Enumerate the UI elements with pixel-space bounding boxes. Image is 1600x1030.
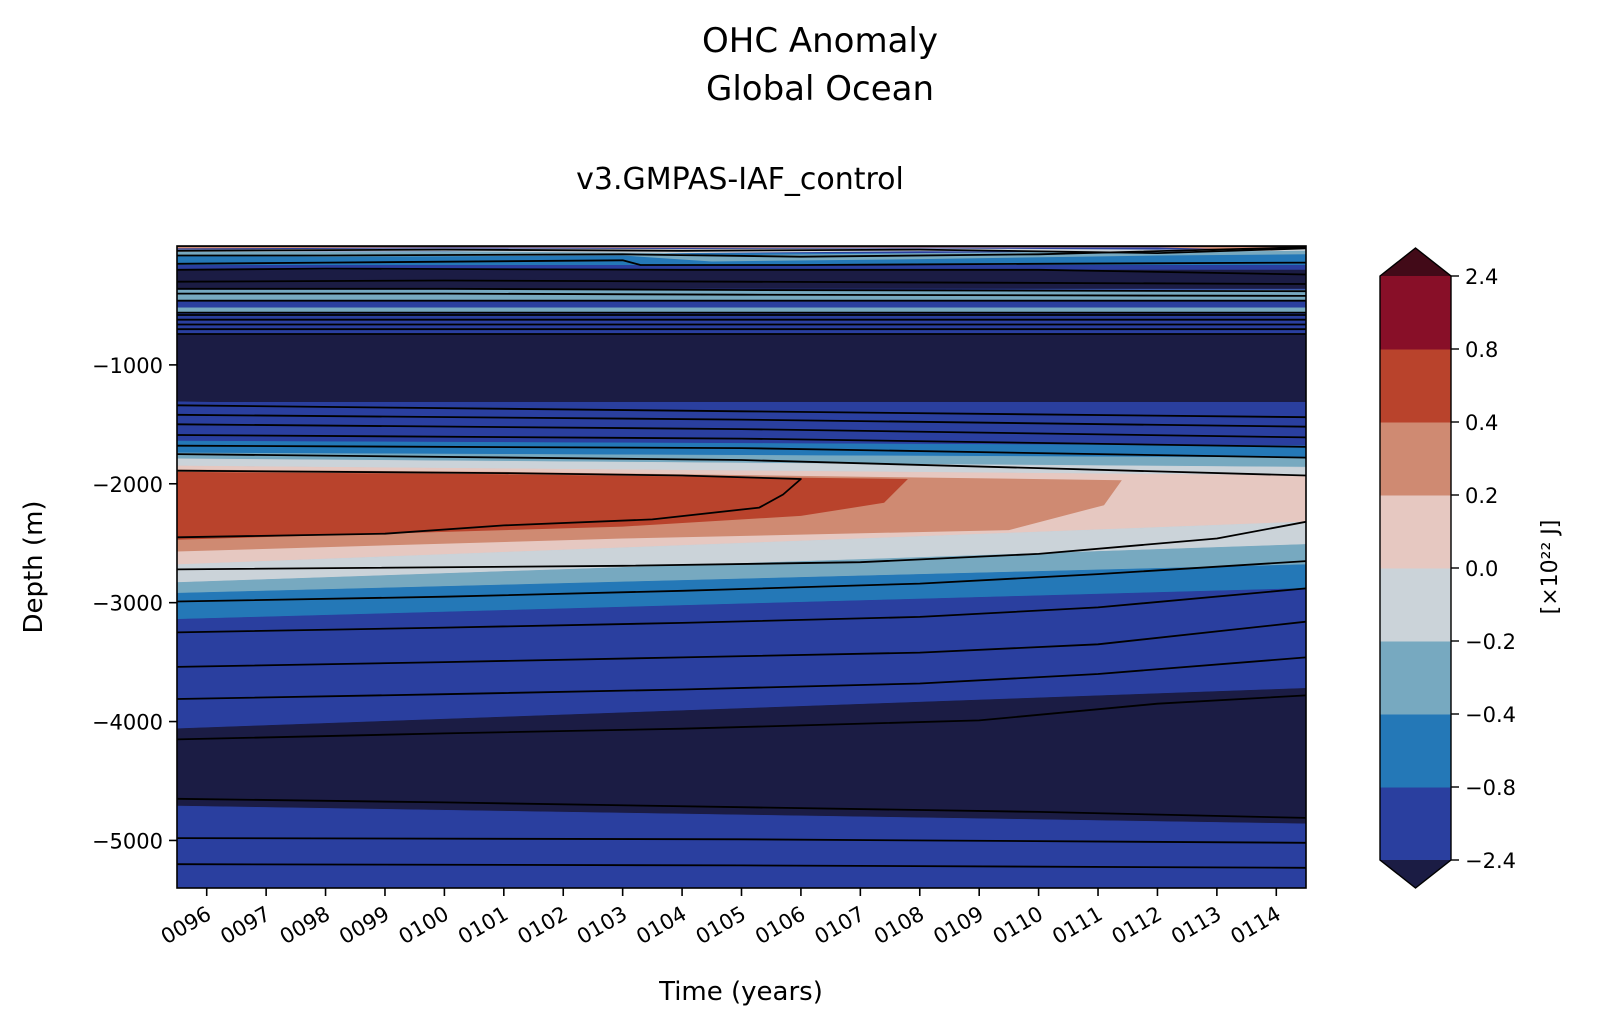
x-tick-label: 0108 xyxy=(870,902,928,950)
colorbar-segment xyxy=(1380,349,1451,423)
x-tick-label: 0101 xyxy=(454,902,512,950)
colorbar-segment xyxy=(1380,714,1451,788)
contour-line xyxy=(177,587,1306,634)
x-tick-label: 0114 xyxy=(1226,902,1284,950)
contour-line xyxy=(177,259,1306,266)
colorbar-tick-label: −0.4 xyxy=(1465,703,1516,727)
plot-area xyxy=(177,246,1306,888)
colorbar-tick-label: 0.0 xyxy=(1465,557,1498,581)
contour-line xyxy=(177,413,1306,428)
colorbar-under-extension xyxy=(1380,860,1451,888)
colorbar-tick-label: 0.4 xyxy=(1465,411,1498,435)
x-tick-label: 0109 xyxy=(929,902,987,950)
contour-line xyxy=(177,444,1306,459)
contour-line xyxy=(177,520,1306,571)
colorbar-segment xyxy=(1380,787,1451,861)
contour-line xyxy=(177,267,1306,276)
contour-band xyxy=(177,307,1306,313)
colorbar: −2.4 −0.8 −0.4 −0.2 0.0 0.2 0.4 0.8 2.4 xyxy=(1379,247,1516,889)
warm-region xyxy=(177,471,908,540)
y-tick-label: −3000 xyxy=(92,592,163,616)
x-axis: 0096 0097 0098 0099 0100 0101 0102 0103 0104 0105… xyxy=(157,888,1285,949)
contour-band xyxy=(177,688,1306,825)
x-tick-label: 0110 xyxy=(989,902,1047,950)
contour-line xyxy=(177,797,1306,819)
x-tick-label: 0112 xyxy=(1108,902,1166,950)
contour-line xyxy=(177,620,1306,668)
colorbar-tick-label: −2.4 xyxy=(1465,849,1516,873)
x-axis-label: Time (years) xyxy=(658,977,823,1007)
x-tick-label: 0106 xyxy=(751,902,809,950)
y-axis: −1000 −2000 −3000 −4000 −5000 xyxy=(92,354,177,853)
colorbar-tick-label: −0.2 xyxy=(1465,630,1516,654)
contour-band xyxy=(177,333,1306,402)
contour-line xyxy=(177,292,1306,297)
contour-line xyxy=(177,287,1306,293)
colorbar-segment xyxy=(1380,422,1451,496)
colorbar-tick-label: 2.4 xyxy=(1465,265,1498,289)
contour-band xyxy=(177,544,1306,594)
colorbar-segment xyxy=(1380,641,1451,715)
colorbar-tick-label: 0.2 xyxy=(1465,484,1498,508)
contour-line xyxy=(177,863,1306,869)
x-tick-label: 0100 xyxy=(395,902,453,950)
contour-line xyxy=(177,656,1306,700)
contour-line xyxy=(177,453,1306,477)
x-tick-label: 0102 xyxy=(513,902,571,950)
contour-line xyxy=(177,279,1306,285)
chart-title: OHC Anomaly xyxy=(702,21,938,61)
y-tick-label: −5000 xyxy=(92,829,163,853)
x-tick-label: 0103 xyxy=(573,902,631,950)
x-tick-label: 0113 xyxy=(1167,902,1225,950)
contour-line xyxy=(177,423,1306,439)
x-tick-label: 0104 xyxy=(632,902,690,950)
x-tick-label: 0099 xyxy=(335,902,393,950)
x-tick-label: 0096 xyxy=(157,902,215,950)
colorbar-over-extension xyxy=(1380,248,1451,276)
colorbar-tick-label: −0.8 xyxy=(1465,776,1516,800)
chart-subtitle: Global Ocean xyxy=(706,69,934,109)
x-tick-label: 0098 xyxy=(276,902,334,950)
contour-line xyxy=(177,560,1306,603)
x-tick-label: 0111 xyxy=(1048,902,1106,950)
contour-line xyxy=(177,694,1306,741)
colorbar-segment xyxy=(1380,495,1451,569)
x-tick-label: 0105 xyxy=(692,902,750,950)
colorbar-segment xyxy=(1380,276,1451,350)
colorbar-label: [×10²² J] xyxy=(1538,520,1563,615)
contour-line xyxy=(177,404,1306,419)
surface-region xyxy=(177,269,1306,289)
contour-line xyxy=(177,246,1306,258)
contour-line xyxy=(177,469,802,539)
y-tick-label: −4000 xyxy=(92,711,163,735)
y-tick-label: −1000 xyxy=(92,354,163,378)
x-tick-label: 0097 xyxy=(216,902,274,950)
y-tick-label: −2000 xyxy=(92,473,163,497)
contour-line xyxy=(177,247,1306,255)
y-axis-label: Depth (m) xyxy=(19,500,49,633)
x-tick-label: 0107 xyxy=(811,902,869,950)
colorbar-segment xyxy=(1380,568,1451,642)
contour-line xyxy=(177,434,1306,448)
run-name: v3.GMPAS-IAF_control xyxy=(576,162,904,197)
contour-line xyxy=(177,837,1306,844)
colorbar-tick-label: 0.8 xyxy=(1465,338,1498,362)
